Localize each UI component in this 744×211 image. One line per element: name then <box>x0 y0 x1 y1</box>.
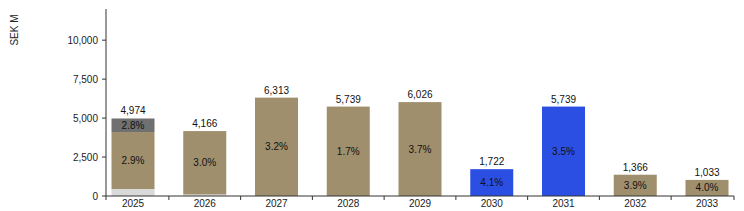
segment-label: 3.5% <box>552 146 575 157</box>
total-label: 1,366 <box>623 162 648 173</box>
bars <box>112 98 729 196</box>
segment-label: 3.9% <box>624 180 647 191</box>
x-tick-label: 2030 <box>481 198 504 209</box>
y-tick-label: 10,000 <box>67 35 98 46</box>
x-tick <box>671 196 672 200</box>
bar-segment <box>183 131 226 194</box>
y-tick-label: 2,500 <box>73 152 98 163</box>
segment-label: 3.0% <box>193 157 216 168</box>
x-tick <box>384 196 385 200</box>
x-axis <box>106 196 734 197</box>
bar-segment <box>112 132 155 189</box>
segment-label: 2.8% <box>122 120 145 131</box>
bar-segment <box>470 169 513 196</box>
total-label: 6,313 <box>264 85 289 96</box>
segment-label: 1.7% <box>337 146 360 157</box>
y-tick <box>102 196 106 197</box>
x-tick-label: 2025 <box>122 198 145 209</box>
x-tick <box>240 196 241 200</box>
y-axis <box>106 9 107 196</box>
x-tick-label: 2028 <box>337 198 360 209</box>
bar-segment <box>255 98 298 196</box>
bar-segment <box>399 102 442 196</box>
x-tick-label: 2029 <box>409 198 432 209</box>
x-tick-label: 2026 <box>194 198 217 209</box>
segment-label: 4.0% <box>696 182 719 193</box>
x-tick <box>734 196 735 200</box>
y-tick <box>102 157 106 158</box>
total-label: 5,739 <box>336 94 361 105</box>
x-tick-label: 2033 <box>696 198 719 209</box>
y-tick-label: 0 <box>92 191 98 202</box>
total-label: 4,166 <box>192 118 217 129</box>
bar-segment <box>112 189 155 196</box>
bar-segment <box>614 175 657 196</box>
total-label: 1,722 <box>479 156 504 167</box>
y-axis-label: SEK M <box>9 14 20 45</box>
x-tick <box>599 196 600 200</box>
y-tick <box>102 79 106 80</box>
x-tick <box>106 196 107 200</box>
bar-segment <box>686 180 729 196</box>
x-tick <box>455 196 456 200</box>
y-tick-label: 7,500 <box>73 74 98 85</box>
chart: SEK M 0 2,500 5,000 7,500 10,000 2.9% 3.0% 3.2% 1… <box>0 0 744 211</box>
total-label: 5,739 <box>551 94 576 105</box>
bar-segment <box>327 107 370 196</box>
x-tick <box>168 196 169 200</box>
x-tick-label: 2031 <box>552 198 575 209</box>
total-label: 6,026 <box>407 89 432 100</box>
x-tick-label: 2032 <box>624 198 647 209</box>
y-tick <box>102 118 106 119</box>
x-tick <box>312 196 313 200</box>
segment-label: 4.1% <box>480 177 503 188</box>
bar-segment <box>542 107 585 196</box>
x-tick <box>527 196 528 200</box>
total-label: 1,033 <box>694 167 719 178</box>
total-label: 4,974 <box>120 105 145 116</box>
segment-label: 2.9% <box>122 155 145 166</box>
x-tick-label: 2027 <box>265 198 288 209</box>
y-tick <box>102 40 106 41</box>
bar-segment <box>112 118 155 132</box>
segment-label: 3.2% <box>265 141 288 152</box>
y-tick-label: 5,000 <box>73 113 98 124</box>
segment-label: 3.7% <box>409 144 432 155</box>
